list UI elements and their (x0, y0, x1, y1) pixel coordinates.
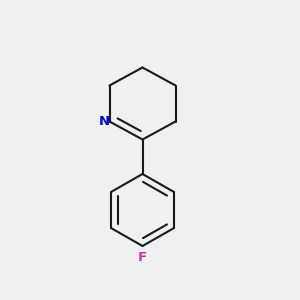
Text: N: N (98, 115, 110, 128)
Text: F: F (138, 251, 147, 264)
